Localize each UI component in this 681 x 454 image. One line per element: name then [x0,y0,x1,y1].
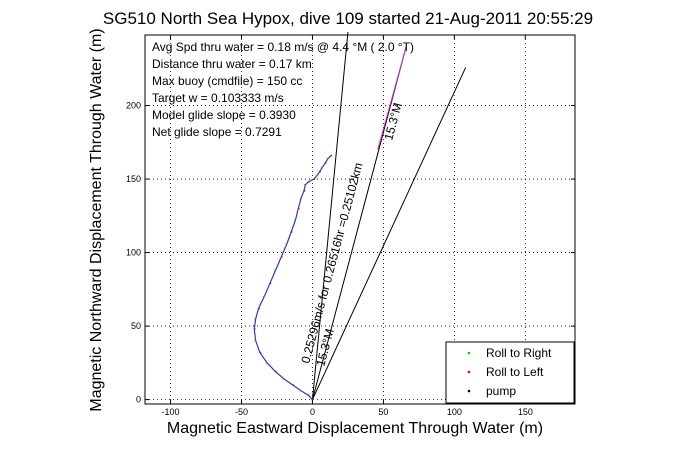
stat-line: Model glide slope = 0.3930 [152,108,296,122]
axis-ticks: -100 -50 0 50 100 150 0 50 100 150 200 [126,35,575,417]
legend-label: pump [486,384,516,398]
track-point [308,181,310,183]
projected-track [377,46,407,150]
x-tick-label: 150 [518,407,533,417]
y-tick-label: 200 [126,101,141,111]
track-point [325,162,327,164]
stat-line: Target w = 0.103333 m/s [152,91,284,105]
track-point [319,170,321,173]
axes-frame [144,34,576,405]
legend-marker [467,389,471,393]
track-point [326,157,329,160]
y-tick-label: 0 [136,395,141,405]
reference-lines [311,32,467,400]
glide-reference-line [311,46,407,400]
stat-line: Max buoy (cmdfile) = 150 cc [152,74,302,88]
y-tick-label: 50 [131,321,141,331]
track-point [259,351,262,354]
track-point [299,197,302,199]
track-point [309,179,312,182]
glide-reference-line [311,32,349,400]
track-point [311,398,313,401]
track-point [254,328,256,330]
track-point [269,282,272,285]
legend-marker [467,351,471,355]
track-point [265,362,268,364]
stat-line: Avg Spd thru water = 0.18 m/s @ 4.4 °M (… [152,40,414,54]
track-point [282,378,285,380]
stat-line: Distance thru water = 0.17 km [152,57,312,71]
track-point [285,242,288,245]
legend-label: Roll to Left [486,365,544,379]
track-point [298,207,300,210]
track-point [315,175,317,177]
track-point [294,219,296,222]
track-point [290,231,293,233]
x-tick-label: -50 [235,407,248,417]
legend-marker [467,370,471,374]
dive-tracks [253,46,407,401]
dive-stats: Avg Spd thru water = 0.18 m/s @ 4.4 °M (… [152,40,414,139]
x-tick-label: 50 [378,407,388,417]
track-point [262,295,265,298]
legend: Roll to Right Roll to Left pump [445,341,575,404]
chart-title: SG510 North Sea Hypox, dive 109 started … [103,9,593,28]
x-tick-label: 0 [310,407,315,417]
x-axis-label: Magnetic Eastward Displacement Through W… [167,420,543,437]
track-point [292,384,294,386]
track-point [313,178,316,180]
stat-line: Net glide slope = 0.7291 [152,125,282,139]
track-point [254,339,256,342]
track-point [303,190,306,192]
x-tick-label: -100 [162,407,180,417]
legend-label: Roll to Right [486,346,552,360]
track-point [308,394,310,396]
glide-reference-line [312,67,467,400]
track-point [281,256,283,258]
track-point [274,269,276,272]
track-point [303,184,306,186]
y-axis-label: Magnetic Northward Displacement Through … [88,28,105,411]
track-point [254,317,256,320]
track-point [299,389,302,392]
x-tick-label: 100 [447,407,462,417]
track-point [258,307,260,310]
legend-box [445,341,575,404]
track-point [320,166,323,169]
y-tick-label: 150 [126,174,141,184]
y-tick-label: 100 [126,248,141,258]
track-point [330,154,333,157]
grid-lines [145,35,575,404]
track-point [275,370,277,373]
